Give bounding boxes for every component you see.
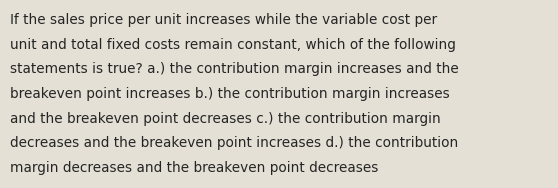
Text: If the sales price per unit increases while the variable cost per: If the sales price per unit increases wh…: [10, 13, 437, 27]
Text: unit and total fixed costs remain constant, which of the following: unit and total fixed costs remain consta…: [10, 38, 456, 52]
Text: statements is true? a.) the contribution margin increases and the: statements is true? a.) the contribution…: [10, 62, 459, 76]
Text: margin decreases and the breakeven point decreases: margin decreases and the breakeven point…: [10, 161, 378, 175]
Text: decreases and the breakeven point increases d.) the contribution: decreases and the breakeven point increa…: [10, 136, 458, 150]
Text: and the breakeven point decreases c.) the contribution margin: and the breakeven point decreases c.) th…: [10, 112, 441, 126]
Text: breakeven point increases b.) the contribution margin increases: breakeven point increases b.) the contri…: [10, 87, 450, 101]
